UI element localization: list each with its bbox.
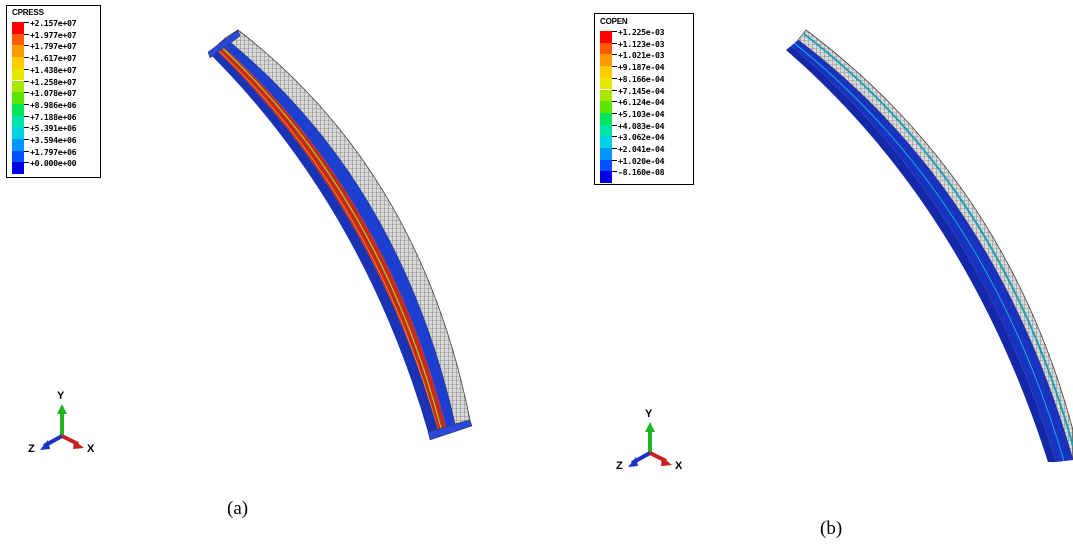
legend-swatch bbox=[12, 162, 24, 175]
legend-tick bbox=[612, 66, 617, 68]
legend-tick bbox=[24, 115, 29, 117]
caption-a: (a) bbox=[227, 498, 249, 519]
legend-value: +5.391e+06 bbox=[30, 123, 77, 134]
legend-value: +1.797e+06 bbox=[30, 146, 77, 157]
axis-label-x-a: X bbox=[87, 443, 95, 455]
panel-b: COPEN +1.225e-03 +1.123e-03 +1.021e-03 +9.1… bbox=[536, 0, 1073, 546]
legend-value: +1.225e-03 bbox=[618, 27, 665, 37]
legend-swatch bbox=[12, 150, 24, 163]
legend-swatch bbox=[600, 42, 612, 55]
legend-value: +0.000e+00 bbox=[30, 158, 77, 169]
axis-label-y-a: Y bbox=[57, 390, 65, 402]
legend-swatch bbox=[600, 136, 612, 148]
legend-swatch bbox=[600, 31, 612, 43]
legend-value: +3.594e+06 bbox=[30, 135, 77, 145]
legend-tick bbox=[24, 57, 29, 59]
beam-a bbox=[207, 29, 473, 441]
legend-swatch bbox=[600, 54, 612, 67]
legend-swatch bbox=[12, 80, 24, 93]
legend-swatch bbox=[600, 171, 612, 184]
axis-label-x-b: X bbox=[675, 460, 683, 472]
legend-tick bbox=[24, 80, 29, 82]
legend-value: +9.187e-04 bbox=[618, 62, 665, 73]
legend-swatch bbox=[12, 92, 24, 104]
legend-swatch bbox=[12, 68, 24, 81]
legend-tick bbox=[612, 42, 617, 44]
legend-value: +1.797e+07 bbox=[30, 41, 77, 52]
legend-tick bbox=[24, 68, 29, 70]
legend-swatch bbox=[12, 45, 24, 58]
legend-tick bbox=[612, 77, 617, 79]
legend-tick bbox=[24, 33, 29, 35]
legend-title-b: COPEN bbox=[600, 17, 628, 26]
legend-value: +7.188e+06 bbox=[30, 111, 77, 122]
legend-value: +1.977e+07 bbox=[30, 29, 77, 40]
legend-swatch bbox=[600, 112, 612, 125]
legend-tick bbox=[24, 127, 29, 129]
legend-swatch bbox=[12, 22, 24, 34]
legend-swatch bbox=[12, 33, 24, 46]
legend-value: +1.258e+07 bbox=[30, 76, 77, 87]
legend-tick bbox=[24, 162, 29, 164]
caption-b: (b) bbox=[820, 518, 843, 539]
axis-triad-a bbox=[40, 404, 84, 450]
axis-label-z-b: Z bbox=[616, 460, 623, 472]
legend-tick bbox=[24, 22, 29, 23]
legend-swatch bbox=[600, 89, 612, 102]
legend-tick bbox=[612, 112, 617, 114]
legend-tick bbox=[612, 124, 617, 126]
legend-tick bbox=[24, 139, 29, 140]
legend-value: +1.123e-03 bbox=[618, 38, 665, 49]
legend-tick bbox=[612, 89, 617, 91]
legend-swatch bbox=[600, 101, 612, 113]
legend-tick bbox=[612, 54, 617, 56]
legend-value: +1.078e+07 bbox=[30, 88, 77, 99]
legend-b: COPEN +1.225e-03 +1.123e-03 +1.021e-03 +9.1… bbox=[594, 13, 694, 185]
legend-tick bbox=[24, 150, 29, 152]
legend-swatch bbox=[12, 127, 24, 139]
legend-value: +1.021e-03 bbox=[618, 50, 665, 61]
axis-triad-b bbox=[628, 422, 672, 467]
legend-tick bbox=[612, 101, 617, 103]
legend-tick bbox=[612, 31, 617, 32]
legend-value: +6.124e-04 bbox=[618, 97, 665, 108]
legend-a: CPRESS +2.157e+07 +1.977e+07 +1.797e+07 +1.… bbox=[6, 5, 101, 178]
legend-swatch bbox=[12, 115, 24, 128]
legend-swatch bbox=[12, 139, 24, 151]
legend-swatch bbox=[600, 148, 612, 160]
legend-value: +5.103e-04 bbox=[618, 108, 665, 119]
beam-b bbox=[786, 29, 1073, 462]
legend-tick bbox=[24, 92, 29, 94]
legend-value: +4.083e-04 bbox=[618, 120, 665, 131]
legend-swatch bbox=[600, 66, 612, 78]
legend-tick bbox=[612, 136, 617, 138]
panel-a: CPRESS +2.157e+07 +1.977e+07 +1.797e+07 +1.… bbox=[0, 0, 536, 546]
legend-tick bbox=[24, 45, 29, 47]
legend-value: +1.438e+07 bbox=[30, 64, 77, 75]
legend-swatch bbox=[600, 77, 612, 90]
legend-title-a: CPRESS bbox=[12, 8, 44, 17]
legend-value: +1.617e+07 bbox=[30, 53, 77, 64]
legend-value: +2.041e-04 bbox=[618, 144, 665, 154]
legend-value: +2.157e+07 bbox=[30, 18, 77, 28]
legend-swatch bbox=[12, 103, 24, 116]
legend-tick bbox=[24, 103, 29, 105]
axis-label-z-a: Z bbox=[28, 443, 35, 455]
legend-value: -8.160e-08 bbox=[618, 167, 665, 178]
legend-value: +8.986e+06 bbox=[30, 99, 77, 110]
legend-swatch bbox=[12, 57, 24, 69]
legend-swatch bbox=[600, 124, 612, 137]
legend-value: +8.166e-04 bbox=[618, 73, 665, 84]
legend-swatch bbox=[600, 159, 612, 172]
legend-value: +1.020e-04 bbox=[618, 155, 665, 166]
legend-value: +7.145e-04 bbox=[618, 85, 665, 96]
beam-b-blue bbox=[791, 40, 1073, 462]
legend-tick bbox=[612, 171, 617, 173]
legend-value: +3.062e-04 bbox=[618, 132, 665, 143]
axis-label-y-b: Y bbox=[645, 408, 653, 420]
legend-tick bbox=[612, 159, 617, 161]
legend-tick bbox=[612, 148, 617, 149]
